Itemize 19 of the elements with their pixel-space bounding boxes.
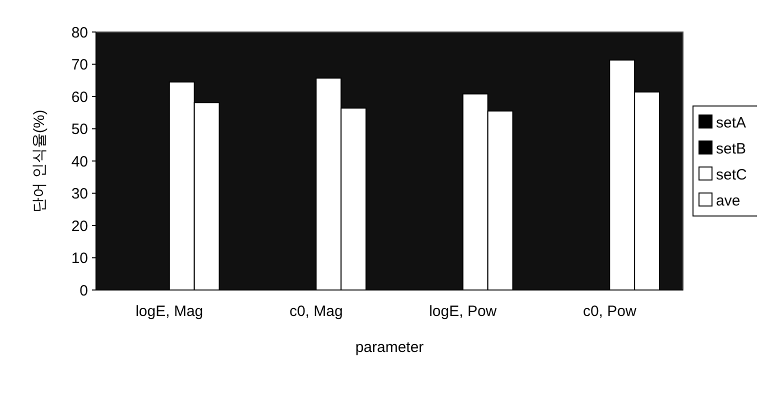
y-tick-label: 80 (71, 24, 88, 42)
y-axis-title: 단어 인식율(%) (31, 110, 48, 212)
legend-label: setC (716, 166, 748, 184)
x-tick-label: c0, Mag (289, 303, 343, 320)
y-tick-label: 60 (71, 88, 88, 106)
legend-label: setB (716, 140, 746, 158)
y-tick-label: 70 (71, 56, 88, 74)
x-axis-title: parameter (355, 339, 424, 356)
x-tick-label: logE, Mag (136, 303, 204, 320)
y-tick-label: 30 (71, 186, 88, 202)
legend-label: setA (716, 114, 746, 132)
y-tick-label: 40 (71, 153, 88, 170)
x-tick-label: logE, Pow (429, 303, 497, 320)
legend-label: ave (716, 192, 740, 210)
y-tick-label: 50 (71, 121, 88, 138)
y-tick-label: 0 (80, 282, 88, 300)
y-tick-label: 10 (71, 250, 88, 267)
x-tick-label: c0, Pow (582, 303, 636, 320)
y-tick-label: 20 (71, 218, 88, 235)
